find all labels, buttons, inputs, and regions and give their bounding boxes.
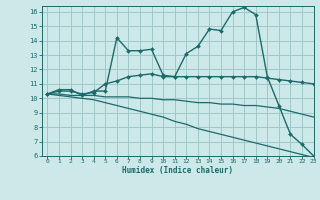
X-axis label: Humidex (Indice chaleur): Humidex (Indice chaleur) (122, 166, 233, 175)
